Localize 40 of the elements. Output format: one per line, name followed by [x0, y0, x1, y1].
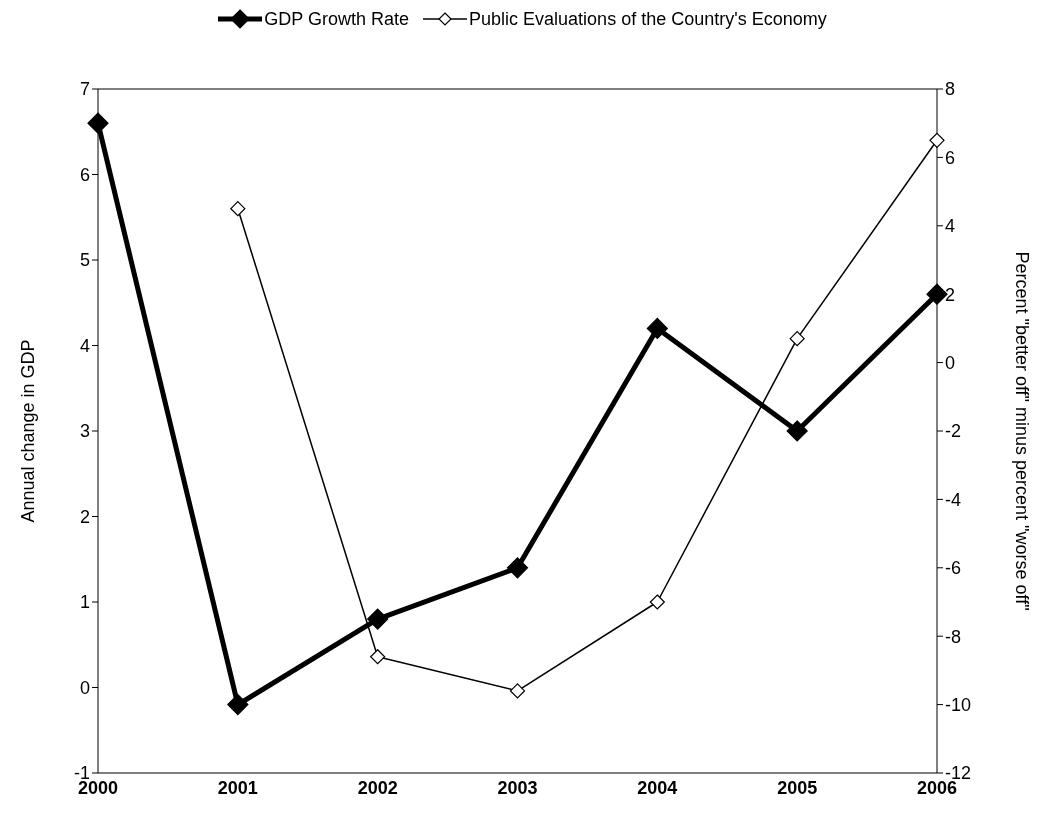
point — [87, 112, 109, 134]
point — [929, 132, 945, 148]
y2-tick-label: -8 — [945, 626, 962, 647]
y-tick-label: 7 — [79, 79, 90, 100]
point — [649, 594, 665, 610]
x-tick-label: 2002 — [357, 777, 398, 798]
y2-tick-label: 0 — [945, 352, 956, 373]
point — [367, 608, 389, 630]
x-tick-label: 2003 — [497, 777, 538, 798]
y-axis-title: Annual change in GDP — [18, 339, 39, 523]
point — [926, 283, 948, 305]
point — [646, 317, 668, 339]
x-tick-label: 2005 — [777, 777, 818, 798]
y-tick-label: 5 — [79, 250, 90, 271]
legend-label: GDP Growth Rate — [264, 8, 410, 30]
y2-tick-label: -6 — [945, 558, 962, 579]
y-tick-label: 0 — [79, 677, 90, 698]
x-tick-label: 2004 — [637, 777, 678, 798]
point — [789, 331, 805, 347]
y2-tick-label: -2 — [945, 421, 962, 442]
point — [506, 557, 529, 579]
y2-tick-label: -4 — [945, 489, 962, 510]
y-tick-label: 3 — [79, 421, 90, 442]
point — [230, 201, 246, 217]
y-tick-label: 6 — [79, 164, 90, 185]
y-tick-label: 1 — [79, 592, 90, 613]
point — [370, 649, 386, 665]
x-tick-label: 2001 — [217, 777, 258, 798]
y2-tick-label: 2 — [945, 284, 956, 305]
legend-label: Public Evaluations of the Country's Economy — [469, 8, 827, 30]
y2-tick-label: -10 — [945, 694, 972, 715]
point — [786, 420, 808, 442]
point — [509, 683, 526, 699]
y2-tick-label: 4 — [945, 216, 956, 237]
y2-tick-label: 8 — [945, 79, 956, 100]
point — [227, 694, 249, 716]
y2-axis-title: Percent "better off" minus percent "worse off" — [1011, 251, 1032, 611]
y-tick-label: 2 — [79, 506, 90, 527]
y-tick-label: 4 — [79, 335, 90, 356]
y2-tick-label: 6 — [945, 147, 956, 168]
